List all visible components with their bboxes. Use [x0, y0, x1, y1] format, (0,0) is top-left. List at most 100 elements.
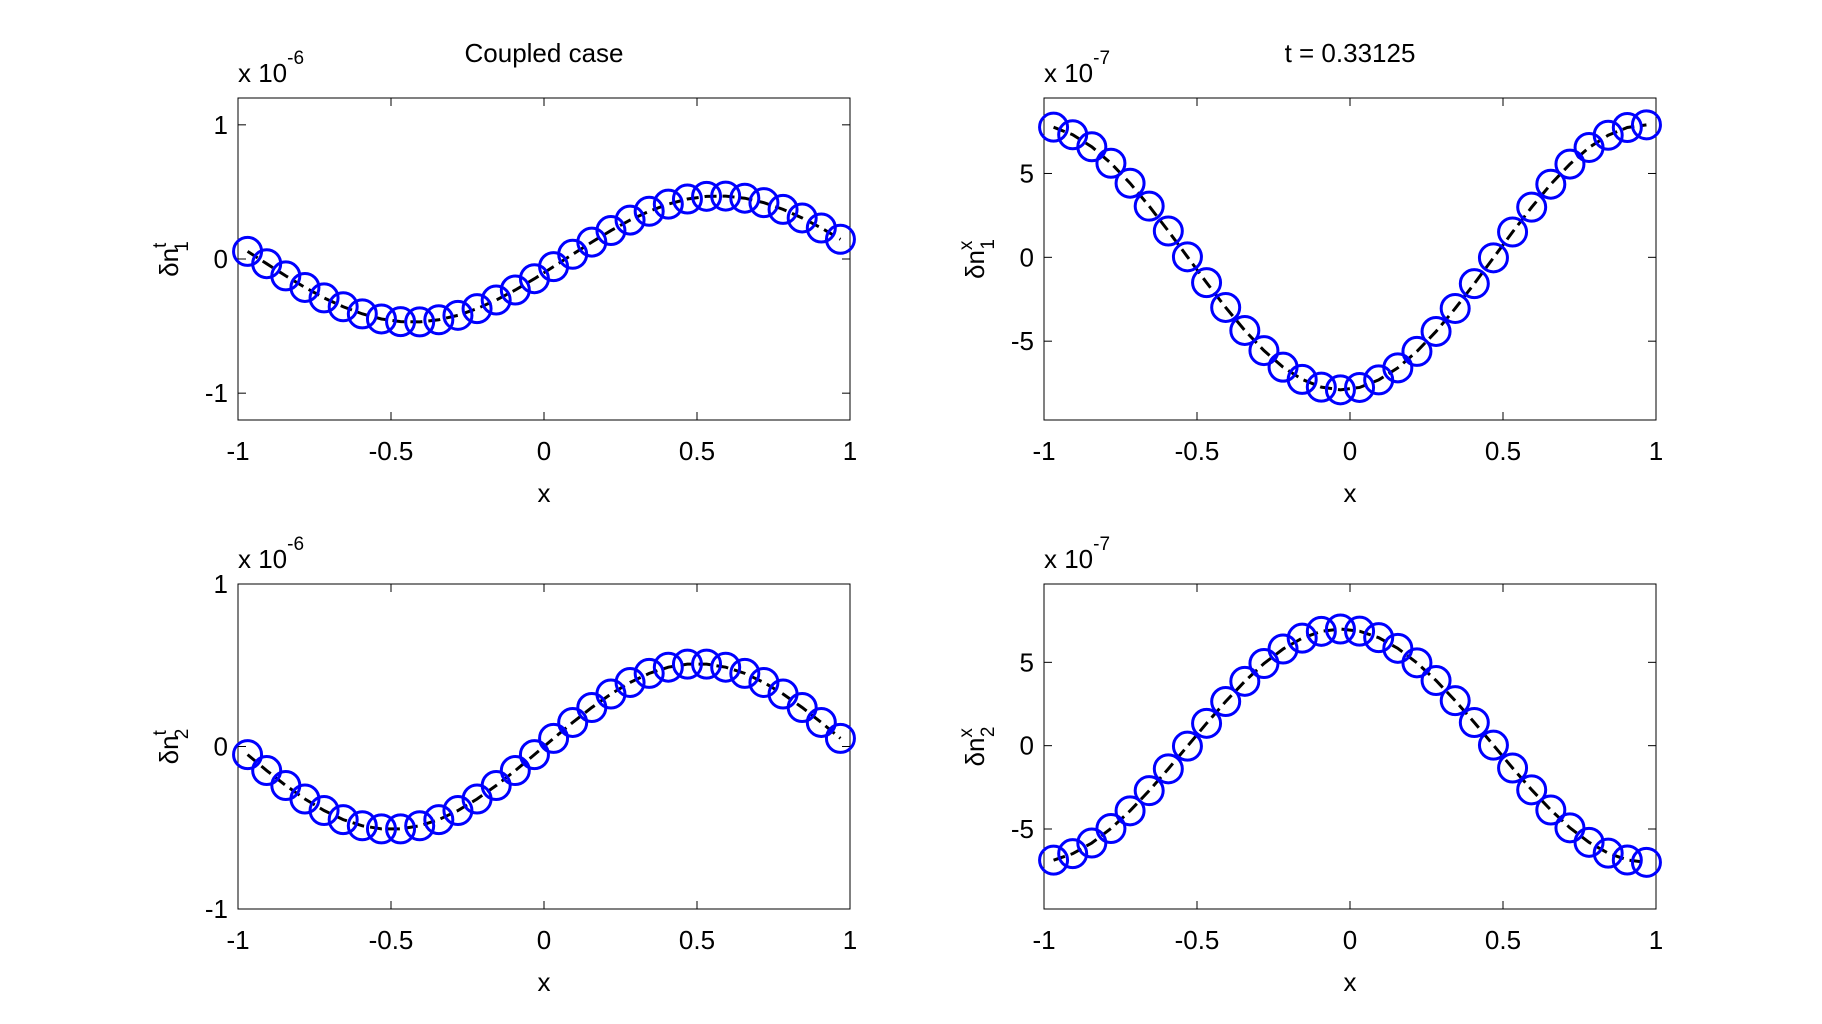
axis-multiplier: x 10-6 [238, 48, 304, 88]
marker [1076, 131, 1108, 163]
marker [805, 706, 837, 738]
marker [404, 810, 436, 842]
marker [1477, 729, 1509, 761]
y-label-superscript: x [956, 728, 977, 738]
marker [385, 306, 417, 338]
x-tick-label: 1 [1649, 436, 1663, 466]
x-tick-label: -1 [1032, 925, 1055, 955]
marker [557, 706, 589, 738]
marker [499, 274, 531, 306]
marker [480, 284, 512, 316]
marker [729, 182, 761, 214]
marker [1420, 315, 1452, 347]
y-tick-label: 1 [214, 569, 228, 599]
x-tick-label: 0 [537, 436, 551, 466]
marker [365, 813, 397, 845]
subplot: -1 -0.5 0 0.5 1 -1 0 1 x 10-6 x δnt2 [150, 534, 857, 997]
x-tick-label: -0.5 [1175, 436, 1220, 466]
marker [232, 739, 264, 771]
y-label-superscript: t [150, 242, 171, 248]
marker [461, 293, 493, 325]
marker [1286, 363, 1318, 395]
marker [1133, 775, 1165, 807]
marker [289, 271, 321, 303]
marker [442, 299, 474, 331]
marker [1401, 647, 1433, 679]
marker [1324, 374, 1356, 406]
y-label-subscript: 2 [172, 729, 193, 740]
marker [1439, 685, 1471, 717]
marker [1477, 242, 1509, 274]
marker [614, 666, 646, 698]
marker [1229, 314, 1261, 346]
marker [1535, 168, 1567, 200]
axis-multiplier: x 10-7 [1044, 534, 1110, 574]
y-axis-label: δnt2 [150, 729, 193, 765]
x-axis-label: x [1344, 967, 1357, 997]
exact-line [1053, 627, 1647, 864]
marker [1611, 844, 1643, 876]
marker [327, 291, 359, 323]
marker [1248, 335, 1280, 367]
axes-box [1043, 97, 1657, 421]
y-label-base: δn [154, 248, 184, 277]
x-tick-label: -1 [226, 436, 249, 466]
marker [1133, 190, 1165, 222]
marker [518, 739, 550, 771]
marker [1497, 752, 1529, 784]
marker [710, 180, 742, 212]
marker [786, 202, 818, 234]
y-tick-label: 0 [1020, 731, 1034, 761]
exact-line [246, 194, 842, 324]
y-tick-label: -5 [1011, 814, 1034, 844]
multiplier-base: x 10 [1044, 544, 1093, 574]
multiplier-exponent: -6 [287, 48, 304, 69]
marker [1114, 795, 1146, 827]
marker [1057, 838, 1089, 870]
marker [691, 180, 723, 212]
marker [1611, 112, 1643, 144]
y-tick-label: -5 [1011, 326, 1034, 356]
marker [308, 282, 340, 314]
marker [671, 183, 703, 215]
y-label-subscript: 2 [978, 726, 999, 737]
marker [1286, 622, 1318, 654]
marker [824, 722, 856, 754]
y-axis-label: δnx2 [956, 726, 999, 766]
marker [595, 215, 627, 247]
marker [1344, 615, 1376, 647]
marker [251, 755, 283, 787]
marker [710, 651, 742, 683]
y-tick-label: 0 [214, 244, 228, 274]
marker [633, 195, 665, 227]
marker [1439, 292, 1471, 324]
y-tick-label: -1 [205, 378, 228, 408]
axis-multiplier: x 10-6 [238, 534, 304, 574]
multiplier-exponent: -7 [1093, 48, 1110, 69]
x-tick-label: 0.5 [679, 925, 715, 955]
marker [1038, 844, 1070, 876]
marker [1497, 216, 1529, 248]
marker [748, 187, 780, 219]
marker [767, 193, 799, 225]
marker [1592, 837, 1624, 869]
marker [805, 212, 837, 244]
axes-box [237, 97, 851, 421]
x-tick-label: 1 [843, 436, 857, 466]
marker [1152, 215, 1184, 247]
marker [1535, 794, 1567, 826]
x-axis-label: x [1344, 478, 1357, 508]
marker [423, 304, 455, 336]
marker [1191, 707, 1223, 739]
marker [1382, 352, 1414, 384]
y-tick-label: 1 [214, 110, 228, 140]
marker [1038, 111, 1070, 143]
axis-multiplier: x 10-7 [1044, 48, 1110, 88]
marker [1344, 371, 1376, 403]
x-tick-label: -1 [1032, 436, 1055, 466]
marker [1171, 730, 1203, 762]
x-tick-label: 0 [1343, 436, 1357, 466]
marker [1305, 615, 1337, 647]
marker [480, 770, 512, 801]
